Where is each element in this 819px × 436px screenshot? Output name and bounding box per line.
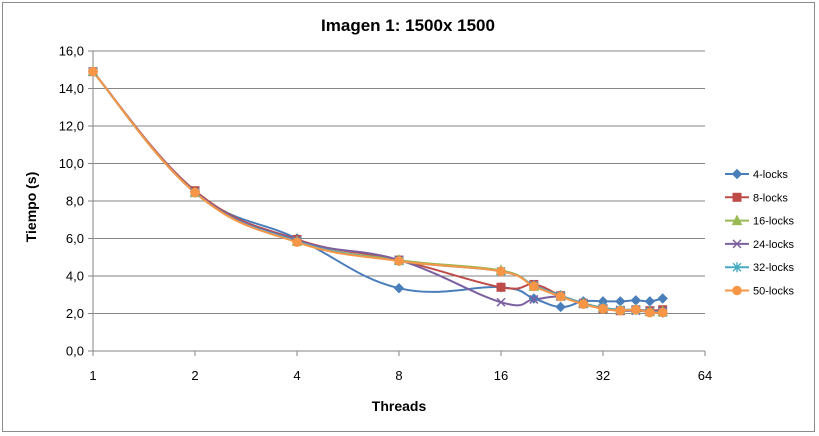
data-point-8-locks [496, 282, 506, 292]
legend-label-50-locks: 50-locks [753, 286, 794, 298]
x-tick-label: 32 [596, 368, 610, 383]
x-axis-title: Threads [372, 398, 427, 414]
legend-label-8-locks: 8-locks [753, 192, 788, 204]
x-tick-label: 1 [89, 368, 96, 383]
legend-label-16-locks: 16-locks [753, 216, 794, 228]
y-tick-label: 4,0 [66, 269, 84, 284]
data-point-4-locks [630, 295, 642, 306]
y-tick-label: 12,0 [59, 119, 84, 134]
series-lines [92, 70, 663, 314]
data-point-50-locks [190, 187, 200, 198]
data-point-50-locks [631, 304, 641, 315]
legend: 4-locks 8-locks 16-locks 24-locks 32-locks 50… [725, 168, 794, 298]
series-line-50-locks [92, 70, 663, 314]
data-point-50-locks [657, 307, 668, 318]
series-line-8-locks [92, 70, 663, 312]
data-point-4-locks [644, 296, 656, 307]
legend-label-4-locks: 4-locks [753, 169, 788, 181]
y-axis-title: Tiempo (s) [23, 172, 39, 243]
data-point-24-locks [529, 294, 539, 304]
x-tick-label: 64 [698, 368, 712, 383]
data-point-4-locks [657, 293, 668, 304]
y-tick-label: 0,0 [66, 344, 84, 359]
data-point-4-locks [555, 301, 566, 313]
data-point-50-locks [292, 237, 302, 248]
x-tick-label: 2 [191, 368, 198, 383]
chart-frame [2, 2, 815, 432]
legend-marker-16-locks [731, 214, 743, 226]
y-tick-label: 10,0 [59, 156, 84, 171]
x-tick-label: 8 [395, 368, 402, 383]
chart-title: Imagen 1: 1500x 1500 [321, 16, 495, 35]
data-point-50-locks [645, 307, 655, 318]
legend-marker-8-locks [732, 192, 742, 202]
data-point-50-locks [529, 281, 539, 292]
series-markers [87, 65, 668, 318]
y-tick-label: 2,0 [66, 306, 84, 321]
data-point-50-locks [598, 304, 608, 314]
data-point-50-locks [88, 66, 98, 77]
data-point-24-locks [496, 297, 506, 307]
data-point-50-locks [496, 266, 506, 277]
x-axis-ticks: 1 2 4 8 16 32 64 [89, 351, 712, 383]
legend-label-24-locks: 24-locks [753, 239, 794, 251]
data-point-50-locks [615, 305, 626, 316]
legend-marker-50-locks [732, 285, 742, 296]
y-axis-ticks: 0,0 2,0 4,0 6,0 8,0 10,0 12,0 14,0 16,0 [59, 44, 93, 359]
data-point-50-locks [394, 256, 404, 266]
legend-marker-24-locks [732, 239, 742, 249]
y-tick-label: 16,0 [59, 44, 84, 59]
legend-label-32-locks: 32-locks [753, 262, 794, 274]
data-point-4-locks [393, 282, 405, 294]
legend-marker-4-locks [731, 168, 743, 180]
series-line-4-locks [92, 70, 663, 308]
x-tick-label: 16 [494, 368, 508, 383]
data-point-50-locks [578, 299, 589, 309]
legend-marker-32-locks [732, 262, 742, 273]
x-tick-label: 4 [293, 368, 300, 383]
data-point-50-locks [555, 291, 566, 302]
y-tick-label: 6,0 [66, 231, 84, 246]
y-tick-label: 14,0 [59, 81, 84, 96]
y-tick-label: 8,0 [66, 194, 84, 209]
